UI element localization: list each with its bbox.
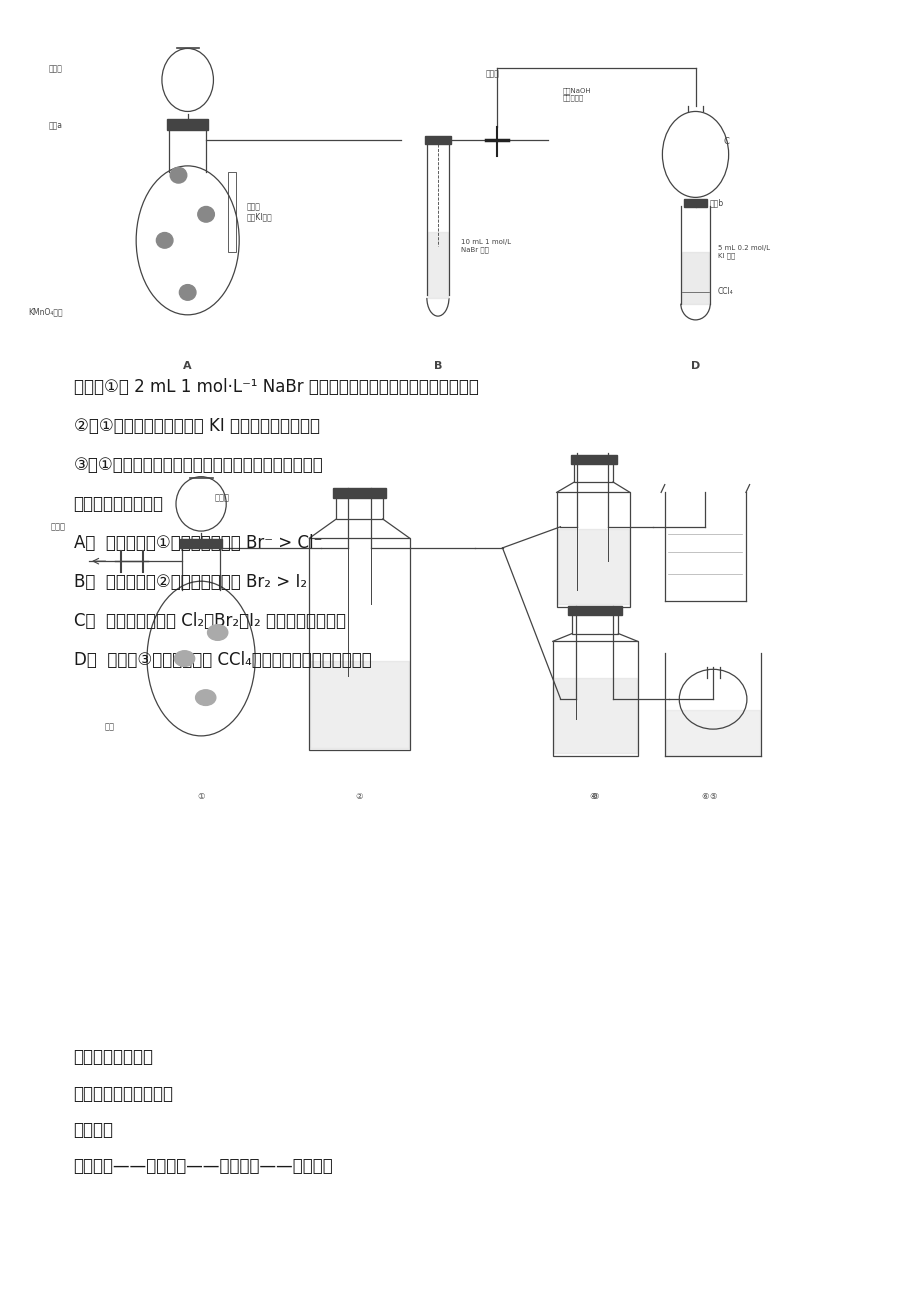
Text: 弹簧夹: 弹簧夹	[484, 70, 499, 78]
Text: 下列分析不正确的是: 下列分析不正确的是	[74, 495, 164, 513]
Bar	[167, 120, 208, 130]
Text: D．  向实验③所得溶液中加 CCl₄，充分振荡，下层为橙红色: D． 向实验③所得溶液中加 CCl₄，充分振荡，下层为橙红色	[74, 651, 371, 669]
Bar	[333, 488, 386, 499]
Text: ③向①所得溶液继续通入氯气，溶液由黄色变成橙色。: ③向①所得溶液继续通入氯气，溶液由黄色变成橙色。	[74, 456, 323, 474]
Text: 湿润的
淀粉KI试纸: 湿润的 淀粉KI试纸	[246, 202, 272, 221]
Bar	[573, 461, 612, 482]
Text: ④: ④	[588, 792, 596, 801]
Ellipse shape	[179, 285, 196, 301]
Text: C: C	[722, 137, 728, 146]
Ellipse shape	[198, 207, 214, 223]
Text: A: A	[183, 362, 192, 371]
Text: ⑥: ⑥	[701, 792, 709, 801]
Text: ②: ②	[356, 792, 363, 801]
Bar	[572, 613, 618, 634]
Text: KMnO₄固体: KMnO₄固体	[28, 307, 62, 316]
Text: ②取①所得溶液滴加到淧粉 KI 试纸上，试纸变蓝；: ②取①所得溶液滴加到淧粉 KI 试纸上，试纸变蓝；	[74, 417, 319, 435]
Text: 铜片: 铜片	[105, 723, 114, 732]
Text: 10 mL 1 mol/L
NaBr 溶液: 10 mL 1 mol/L NaBr 溶液	[460, 240, 510, 253]
Text: C．  上述实验验证了 Cl₂、Br₂、I₂ 的氧化性相对强弱: C． 上述实验验证了 Cl₂、Br₂、I₂ 的氧化性相对强弱	[74, 612, 346, 630]
Bar	[228, 172, 235, 251]
Text: 有什么性质易错点: 有什么性质易错点	[74, 1048, 153, 1066]
Text: 活塞b: 活塞b	[709, 199, 722, 207]
Bar	[336, 495, 382, 519]
Bar	[552, 642, 637, 756]
Text: CCl₄: CCl₄	[717, 288, 732, 297]
Text: B．  仅根据实验②能说明氧化性： Br₂ > I₂: B． 仅根据实验②能说明氧化性： Br₂ > I₂	[74, 573, 306, 591]
Bar	[425, 137, 450, 145]
Text: D: D	[690, 362, 699, 371]
Text: 浓硝酸: 浓硝酸	[215, 493, 230, 503]
Text: B: B	[433, 362, 442, 371]
Text: 活塞a: 活塞a	[49, 121, 62, 130]
Bar	[568, 607, 621, 616]
Ellipse shape	[196, 690, 216, 706]
Bar	[570, 454, 616, 464]
Text: 弹簧夹: 弹簧夹	[51, 522, 66, 531]
Text: 反应原理: 反应原理	[74, 1121, 113, 1139]
Ellipse shape	[156, 233, 173, 249]
Text: ①: ①	[198, 792, 205, 801]
Bar	[180, 539, 222, 548]
Ellipse shape	[170, 168, 187, 184]
Ellipse shape	[208, 625, 228, 641]
Text: 5 mL 0.2 mol/L
KI 溶液: 5 mL 0.2 mol/L KI 溶液	[717, 245, 769, 259]
Text: 实验的设计：控制变量: 实验的设计：控制变量	[74, 1085, 174, 1103]
Text: 实验意外——查阅资料——设计实验——得出结论: 实验意外——查阅资料——设计实验——得出结论	[74, 1157, 333, 1176]
Text: 浓盐酸: 浓盐酸	[49, 64, 62, 73]
Bar	[309, 538, 409, 750]
Text: 实验：①向 2 mL 1 mol·L⁻¹ NaBr 溶液中通入少量氯气，溶液变为黄色；: 实验：①向 2 mL 1 mol·L⁻¹ NaBr 溶液中通入少量氯气，溶液变为…	[74, 378, 478, 396]
Text: ③: ③	[591, 792, 598, 801]
Text: ⑤: ⑤	[709, 792, 716, 801]
Bar	[684, 199, 706, 207]
Bar	[556, 492, 630, 607]
Ellipse shape	[175, 651, 195, 667]
Text: A．  仅根据实验①能说明还原性： Br⁻ > Cl⁻: A． 仅根据实验①能说明还原性： Br⁻ > Cl⁻	[74, 534, 322, 552]
Text: 浸有NaOH
溶液的棉花: 浸有NaOH 溶液的棉花	[562, 87, 591, 102]
